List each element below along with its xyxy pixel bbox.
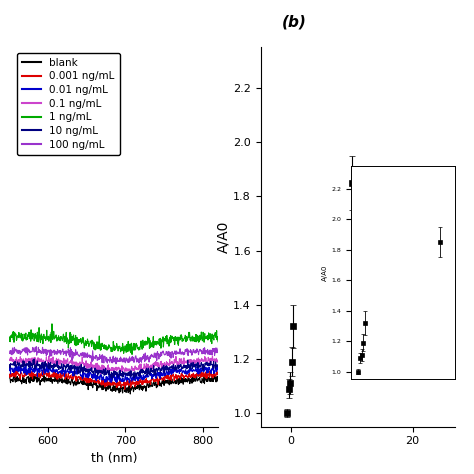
- 0.001 ng/mL: [7, 372, 12, 377]
- 10 ng/mL: [146, 369, 152, 375]
- 1 ng/mL: [130, 346, 136, 352]
- 10 ng/mL: [109, 375, 115, 381]
- 10 ng/mL: [215, 363, 221, 369]
- 0.01 ng/mL: [130, 374, 136, 379]
- 10 ng/mL: [7, 364, 12, 370]
- Line: 0.001 ng/mL: 0.001 ng/mL: [9, 369, 218, 389]
- 10 ng/mL: [101, 373, 107, 378]
- X-axis label: th (nm): th (nm): [91, 452, 137, 465]
- blank: [130, 385, 136, 391]
- 1 ng/mL: [61, 331, 66, 337]
- 100 ng/mL: [61, 352, 66, 357]
- 100 ng/mL: [7, 350, 12, 356]
- 0.1 ng/mL: [164, 363, 170, 368]
- 0.1 ng/mL: [98, 371, 103, 377]
- 10 ng/mL: [31, 356, 37, 362]
- 0.1 ng/mL: [7, 356, 12, 362]
- 1 ng/mL: [129, 352, 135, 357]
- blank: [101, 386, 107, 392]
- 1 ng/mL: [164, 341, 170, 346]
- 10 ng/mL: [44, 361, 50, 367]
- Text: (b): (b): [282, 14, 306, 29]
- 1 ng/mL: [44, 336, 49, 341]
- 0.01 ng/mL: [215, 366, 221, 372]
- blank: [146, 381, 152, 387]
- 100 ng/mL: [101, 354, 107, 359]
- Line: 100 ng/mL: 100 ng/mL: [9, 346, 218, 364]
- 1 ng/mL: [215, 339, 221, 345]
- 10 ng/mL: [164, 366, 170, 372]
- 10 ng/mL: [130, 371, 136, 376]
- 0.001 ng/mL: [215, 367, 221, 373]
- blank: [44, 378, 49, 383]
- 0.01 ng/mL: [44, 368, 50, 374]
- 100 ng/mL: [146, 354, 152, 360]
- 0.01 ng/mL: [146, 371, 152, 377]
- 100 ng/mL: [34, 344, 39, 349]
- Line: 10 ng/mL: 10 ng/mL: [9, 359, 218, 378]
- 0.01 ng/mL: [23, 362, 29, 367]
- blank: [212, 370, 218, 376]
- 100 ng/mL: [164, 353, 170, 358]
- 100 ng/mL: [113, 361, 119, 367]
- 100 ng/mL: [130, 355, 136, 360]
- 0.001 ng/mL: [146, 380, 152, 385]
- blank: [215, 378, 221, 383]
- 0.001 ng/mL: [204, 366, 210, 372]
- 0.001 ng/mL: [130, 378, 136, 383]
- 1 ng/mL: [146, 346, 152, 351]
- blank: [128, 391, 133, 397]
- 0.01 ng/mL: [127, 380, 132, 385]
- blank: [60, 378, 66, 383]
- Legend: blank, 0.001 ng/mL, 0.01 ng/mL, 0.1 ng/mL, 1 ng/mL, 10 ng/mL, 100 ng/mL: blank, 0.001 ng/mL, 0.01 ng/mL, 0.1 ng/m…: [17, 53, 119, 155]
- 0.1 ng/mL: [210, 353, 215, 359]
- Line: 1 ng/mL: 1 ng/mL: [9, 324, 218, 355]
- 0.1 ng/mL: [215, 357, 221, 363]
- 0.1 ng/mL: [130, 366, 136, 372]
- 0.001 ng/mL: [164, 373, 170, 379]
- 0.001 ng/mL: [44, 371, 49, 377]
- 100 ng/mL: [44, 347, 50, 353]
- 0.1 ng/mL: [44, 354, 49, 360]
- 0.1 ng/mL: [60, 358, 66, 364]
- 0.01 ng/mL: [164, 370, 170, 375]
- Y-axis label: A/A0: A/A0: [216, 221, 230, 253]
- 0.1 ng/mL: [101, 363, 107, 369]
- Y-axis label: A/A0: A/A0: [322, 264, 328, 281]
- 10 ng/mL: [61, 361, 66, 367]
- 0.01 ng/mL: [61, 366, 66, 372]
- 0.001 ng/mL: [122, 386, 128, 392]
- 0.001 ng/mL: [101, 382, 107, 388]
- 0.01 ng/mL: [7, 368, 12, 374]
- blank: [164, 378, 170, 383]
- 0.01 ng/mL: [101, 377, 107, 383]
- 1 ng/mL: [101, 342, 107, 347]
- 1 ng/mL: [7, 338, 12, 344]
- 1 ng/mL: [49, 321, 55, 327]
- 0.1 ng/mL: [146, 365, 152, 371]
- Line: 0.01 ng/mL: 0.01 ng/mL: [9, 365, 218, 383]
- Line: blank: blank: [9, 373, 218, 394]
- 0.001 ng/mL: [60, 373, 66, 379]
- 100 ng/mL: [215, 346, 221, 351]
- blank: [7, 373, 12, 379]
- Line: 0.1 ng/mL: 0.1 ng/mL: [9, 356, 218, 374]
